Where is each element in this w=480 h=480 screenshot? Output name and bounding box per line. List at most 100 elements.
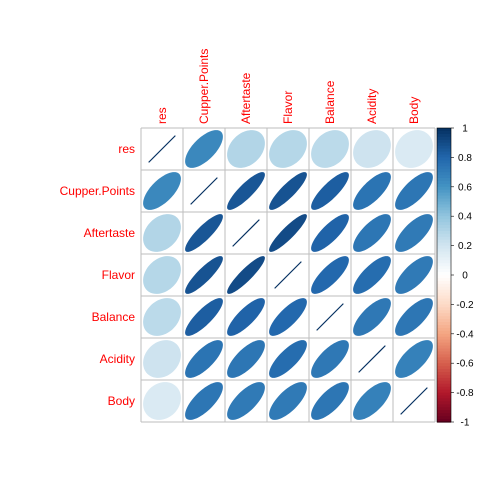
colorbar-segment — [437, 319, 451, 323]
column-label: Cupper.Points — [197, 49, 211, 124]
grid-layer — [140, 127, 436, 423]
column-label: Flavor — [281, 91, 295, 124]
colorbar-segment — [437, 407, 451, 411]
colorbar-segment — [437, 236, 451, 241]
colorbar-segment — [437, 177, 451, 182]
corr-ellipse — [269, 172, 307, 210]
colorbar-segment — [437, 230, 451, 235]
colorbar-segment — [437, 227, 451, 232]
colorbar-segment — [437, 198, 451, 203]
corr-ellipse — [143, 340, 181, 378]
colorbar-segment — [437, 357, 451, 361]
colorbar-segment — [437, 275, 451, 279]
colorbar-tick-label: -0.4 — [456, 329, 474, 340]
colorbar-segment — [437, 377, 451, 382]
colorbar-segment — [437, 242, 451, 247]
corr-ellipse — [311, 256, 349, 294]
corr-ellipse — [143, 172, 181, 210]
corr-ellipse — [227, 382, 265, 420]
colorbar-segment — [437, 410, 451, 414]
corr-ellipse — [269, 298, 307, 336]
corr-ellipse — [311, 214, 349, 252]
colorbar-segment — [437, 254, 451, 258]
colorbar-segment — [437, 154, 451, 158]
row-label: Acidity — [100, 352, 135, 366]
colorbar-segment — [437, 316, 451, 320]
corr-ellipse — [185, 298, 223, 336]
colorbar-segment — [437, 395, 451, 400]
corr-ellipse — [227, 130, 265, 168]
corr-ellipse — [269, 130, 307, 168]
colorbar: 1 0.8 0.6 0.4 0.2 0 -0.2 -0.4 -0.6 -0.8 -1 — [436, 124, 474, 429]
colorbar-segment — [437, 401, 451, 405]
column-label: res — [155, 107, 169, 124]
colorbar-segment — [437, 327, 451, 332]
corr-ellipse — [190, 177, 218, 205]
colorbar-segment — [437, 251, 451, 256]
corr-ellipse — [353, 130, 391, 168]
colorbar-segment — [437, 128, 451, 132]
colorbar-segment — [437, 322, 451, 326]
colorbar-segment — [437, 363, 451, 367]
colorbar-segment — [437, 204, 451, 208]
colorbar-segment — [437, 272, 451, 276]
corr-ellipse — [395, 340, 433, 378]
colorbar-tick-label: -1 — [461, 418, 470, 429]
colorbar-segment — [437, 166, 451, 170]
colorbar-segment — [437, 313, 451, 317]
colorbar-segment — [437, 342, 451, 347]
colorbar-segment — [437, 180, 451, 185]
colorbar-segment — [437, 360, 451, 364]
colorbar-segment — [437, 277, 451, 282]
column-label: Balance — [323, 80, 337, 124]
colorbar-segment — [437, 280, 451, 285]
colorbar-segment — [437, 295, 451, 300]
column-label: Aftertaste — [239, 72, 253, 124]
colorbar-segment — [437, 139, 451, 144]
colorbar-segment — [437, 336, 451, 341]
colorbar-segment — [437, 219, 451, 223]
colorbar-segment — [437, 413, 451, 417]
colorbar-segment — [437, 310, 451, 314]
corr-ellipse — [395, 256, 433, 294]
corr-ellipse — [353, 256, 391, 294]
corr-ellipse — [353, 214, 391, 252]
colorbar-segment — [437, 195, 451, 200]
colorbar-tick-label: 0.6 — [458, 182, 472, 193]
row-label: Flavor — [102, 268, 135, 282]
colorbar-segment — [437, 301, 451, 305]
colorbar-segment — [437, 260, 451, 264]
corr-ellipse — [185, 214, 223, 252]
colorbar-segment — [437, 210, 451, 214]
colorbar-segment — [437, 307, 451, 311]
colorbar-segment — [437, 248, 451, 253]
corr-ellipse — [143, 214, 181, 252]
colorbar-segment — [437, 207, 451, 211]
colorbar-segment — [437, 148, 451, 153]
corr-ellipse — [227, 340, 265, 378]
corr-ellipse — [269, 382, 307, 420]
colorbar-segment — [437, 372, 451, 376]
colorbar-segment — [437, 333, 451, 338]
corr-ellipse — [400, 387, 428, 415]
row-label: Aftertaste — [84, 226, 136, 240]
colorbar-tick-label: 0.2 — [458, 241, 472, 252]
colorbar-segment — [437, 183, 451, 188]
corr-ellipse — [311, 130, 349, 168]
cell-layer — [143, 130, 433, 420]
colorbar-segment — [437, 186, 451, 191]
corr-ellipse — [311, 340, 349, 378]
label-layer: res Cupper.Points Aftertaste Flavor Balance A… — [60, 49, 421, 408]
corr-ellipse — [232, 219, 260, 247]
corr-ellipse — [395, 130, 433, 168]
colorbar-segment — [437, 269, 451, 273]
colorbar-segment — [437, 304, 451, 308]
colorbar-segment — [437, 233, 451, 238]
colorbar-segment — [437, 389, 451, 394]
colorbar-segment — [437, 398, 451, 403]
colorbar-segment — [437, 374, 451, 379]
colorbar-segment — [437, 419, 451, 423]
colorbar-tick-label: 1 — [462, 124, 468, 135]
corr-ellipse — [143, 298, 181, 336]
